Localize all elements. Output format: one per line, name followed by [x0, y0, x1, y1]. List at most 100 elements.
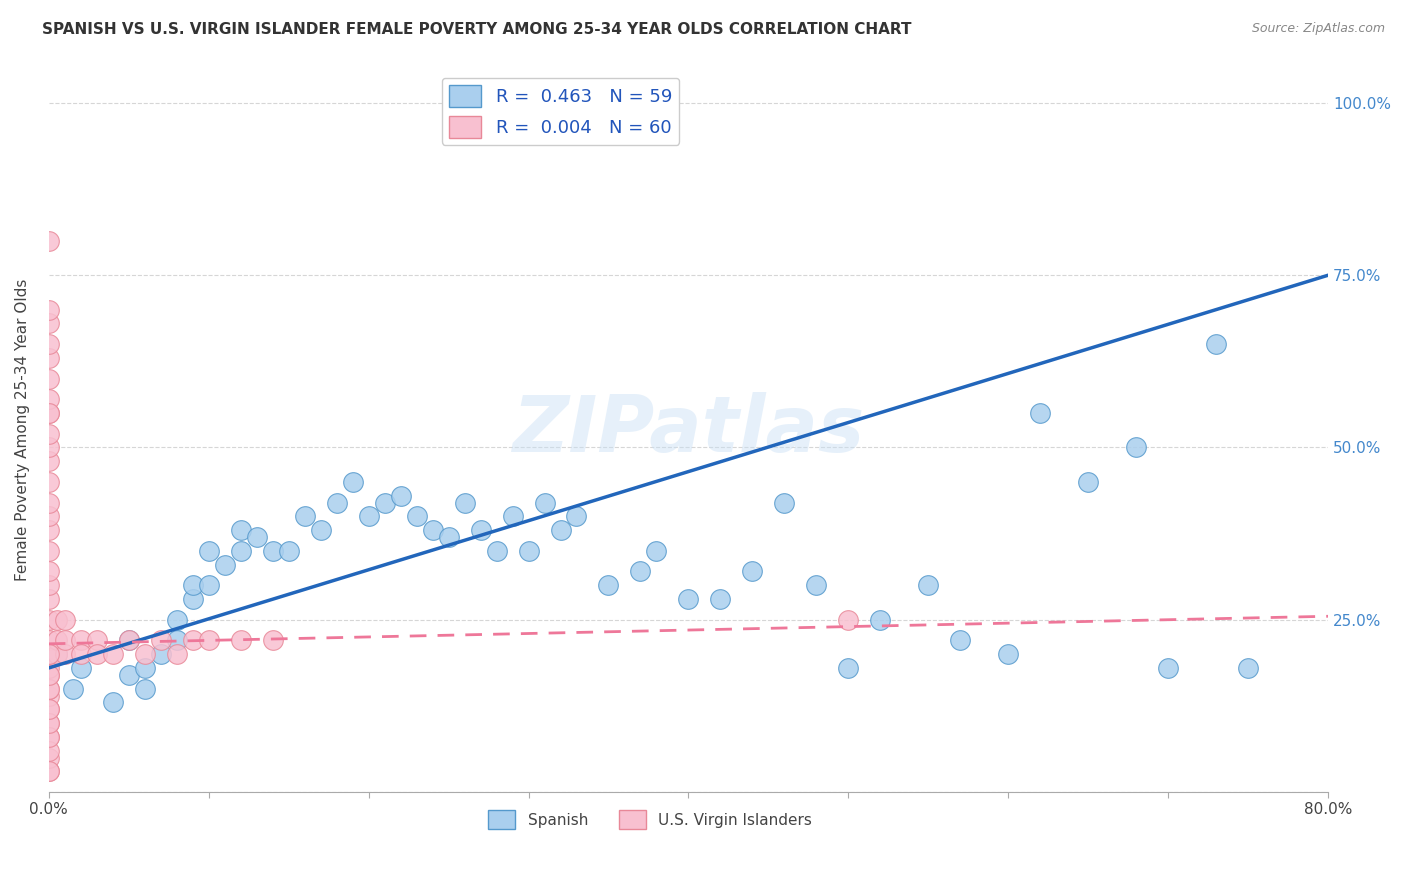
Point: [38, 730, 60, 744]
Point: [38, 730, 60, 744]
Point: [181, 592, 204, 607]
Point: [45, 633, 67, 648]
Point: [166, 647, 188, 661]
Point: [917, 578, 939, 592]
Point: [246, 530, 269, 544]
Point: [38, 371, 60, 385]
Point: [62, 681, 84, 696]
Point: [38, 750, 60, 764]
Point: [374, 495, 396, 509]
Point: [325, 495, 347, 509]
Y-axis label: Female Poverty Among 25-34 Year Olds: Female Poverty Among 25-34 Year Olds: [15, 279, 30, 582]
Point: [1237, 661, 1260, 675]
Point: [1205, 337, 1227, 351]
Point: [38, 661, 60, 675]
Point: [229, 544, 252, 558]
Point: [149, 647, 172, 661]
Point: [949, 633, 972, 648]
Point: [38, 495, 60, 509]
Point: [69, 647, 91, 661]
Point: [38, 234, 60, 248]
Point: [197, 633, 219, 648]
Point: [134, 661, 156, 675]
Point: [773, 495, 796, 509]
Legend: Spanish, U.S. Virgin Islanders: Spanish, U.S. Virgin Islanders: [482, 804, 818, 835]
Point: [1125, 441, 1147, 455]
Point: [869, 613, 891, 627]
Point: [45, 647, 67, 661]
Point: [470, 523, 492, 537]
Point: [38, 544, 60, 558]
Point: [53, 633, 76, 648]
Point: [38, 509, 60, 524]
Point: [118, 633, 141, 648]
Point: [38, 689, 60, 703]
Point: [502, 509, 524, 524]
Point: [38, 647, 60, 661]
Point: [38, 351, 60, 365]
Point: [38, 764, 60, 779]
Text: Source: ZipAtlas.com: Source: ZipAtlas.com: [1251, 22, 1385, 36]
Point: [134, 681, 156, 696]
Point: [101, 647, 124, 661]
Point: [214, 558, 236, 572]
Point: [262, 544, 284, 558]
Point: [134, 647, 156, 661]
Point: [645, 544, 668, 558]
Point: [181, 633, 204, 648]
Point: [294, 509, 316, 524]
Point: [38, 317, 60, 331]
Point: [806, 578, 828, 592]
Point: [630, 565, 652, 579]
Point: [38, 454, 60, 468]
Point: [149, 633, 172, 648]
Point: [197, 544, 219, 558]
Point: [709, 592, 731, 607]
Point: [38, 633, 60, 648]
Point: [45, 613, 67, 627]
Point: [342, 475, 364, 489]
Point: [38, 523, 60, 537]
Point: [38, 337, 60, 351]
Point: [997, 647, 1019, 661]
Point: [405, 509, 427, 524]
Point: [86, 647, 108, 661]
Point: [38, 392, 60, 407]
Point: [38, 681, 60, 696]
Point: [1157, 661, 1180, 675]
Point: [166, 633, 188, 648]
Point: [309, 523, 332, 537]
Point: [53, 613, 76, 627]
Point: [837, 661, 859, 675]
Point: [181, 578, 204, 592]
Point: [38, 702, 60, 716]
Point: [550, 523, 572, 537]
Point: [389, 489, 412, 503]
Point: [38, 441, 60, 455]
Point: [38, 302, 60, 317]
Point: [533, 495, 555, 509]
Point: [741, 565, 763, 579]
Point: [38, 578, 60, 592]
Point: [38, 475, 60, 489]
Point: [38, 406, 60, 420]
Point: [101, 695, 124, 709]
Point: [357, 509, 380, 524]
Point: [598, 578, 620, 592]
Point: [38, 406, 60, 420]
Point: [1029, 406, 1052, 420]
Point: [118, 633, 141, 648]
Point: [422, 523, 444, 537]
Point: [38, 613, 60, 627]
Point: [38, 565, 60, 579]
Point: [437, 530, 460, 544]
Point: [69, 633, 91, 648]
Point: [1077, 475, 1099, 489]
Point: [678, 592, 700, 607]
Point: [38, 592, 60, 607]
Point: [166, 613, 188, 627]
Point: [38, 668, 60, 682]
Point: [485, 544, 508, 558]
Point: [38, 681, 60, 696]
Point: [45, 647, 67, 661]
